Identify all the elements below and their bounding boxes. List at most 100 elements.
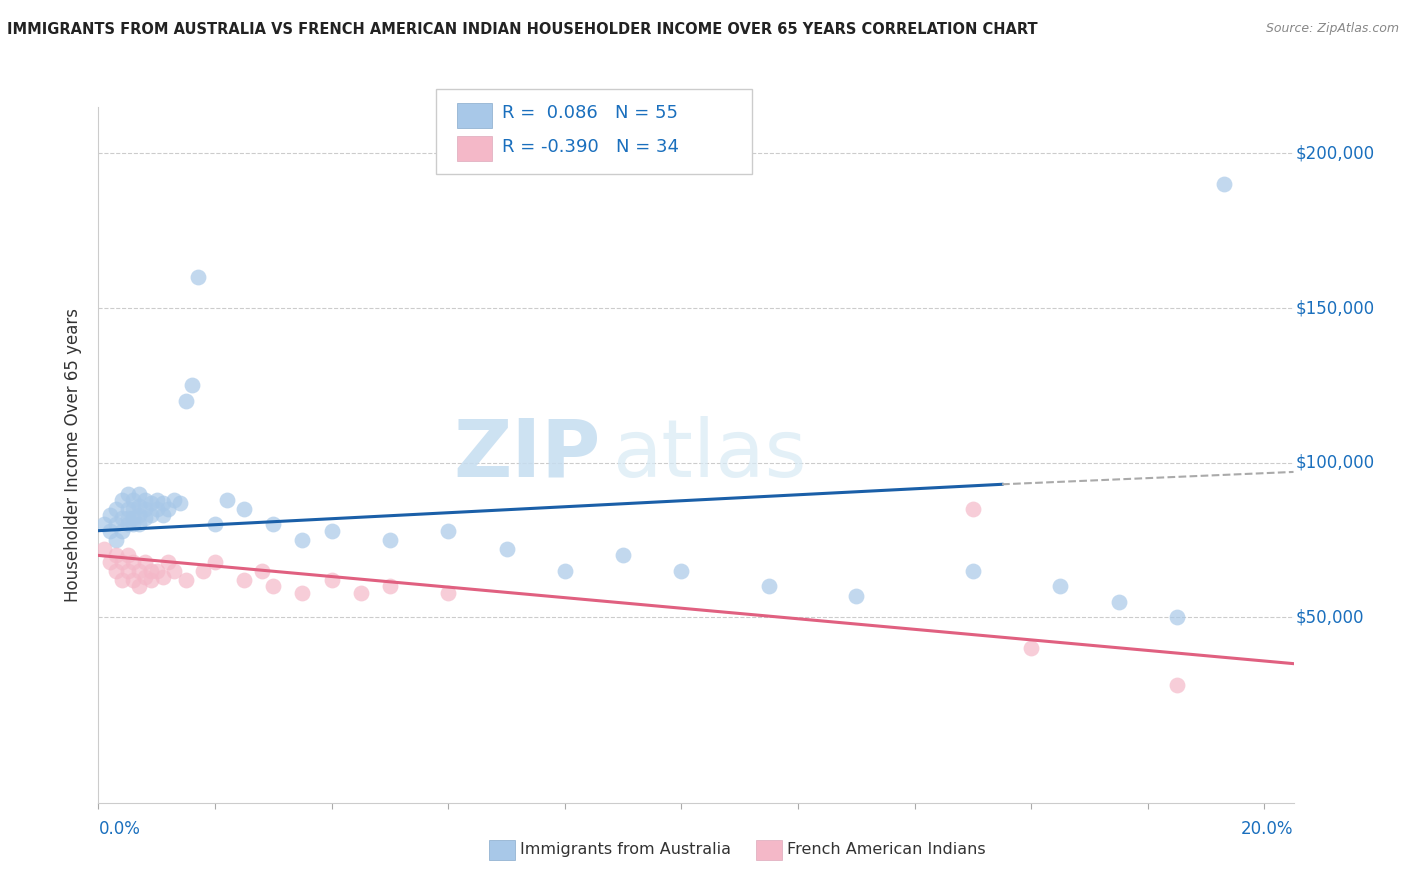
Point: [152, 508, 174, 523]
Text: IMMIGRANTS FROM AUSTRALIA VS FRENCH AMERICAN INDIAN HOUSEHOLDER INCOME OVER 65 Y: IMMIGRANTS FROM AUSTRALIA VS FRENCH AMER…: [7, 22, 1038, 37]
Point: [174, 393, 197, 408]
Point: [262, 517, 284, 532]
Point: [111, 573, 134, 587]
Point: [291, 533, 314, 547]
Point: [139, 508, 162, 523]
Point: [139, 496, 162, 510]
Point: [495, 542, 517, 557]
Point: [111, 555, 134, 569]
Point: [93, 517, 115, 532]
Point: [962, 502, 984, 516]
Point: [350, 585, 373, 599]
Text: $50,000: $50,000: [1296, 608, 1364, 626]
Point: [128, 579, 150, 593]
Point: [291, 585, 314, 599]
Point: [174, 573, 197, 587]
Point: [104, 533, 127, 547]
Point: [98, 508, 121, 523]
Point: [122, 502, 145, 516]
Point: [758, 579, 780, 593]
Point: [152, 570, 174, 584]
Text: 0.0%: 0.0%: [98, 820, 141, 838]
Point: [134, 502, 156, 516]
Point: [157, 502, 180, 516]
Text: French American Indians: French American Indians: [787, 842, 986, 856]
Point: [157, 555, 180, 569]
Point: [139, 564, 162, 578]
Point: [321, 524, 343, 538]
Text: $200,000: $200,000: [1296, 145, 1375, 162]
Point: [117, 486, 139, 500]
Point: [845, 589, 868, 603]
Point: [122, 517, 145, 532]
Point: [128, 499, 150, 513]
Point: [321, 573, 343, 587]
Point: [122, 573, 145, 587]
Point: [128, 508, 150, 523]
Point: [117, 502, 139, 516]
Point: [233, 573, 256, 587]
Point: [554, 564, 576, 578]
Point: [1108, 595, 1130, 609]
Text: R =  0.086   N = 55: R = 0.086 N = 55: [502, 104, 678, 122]
Point: [122, 511, 145, 525]
Point: [145, 502, 167, 516]
Point: [262, 579, 284, 593]
Point: [163, 492, 186, 507]
Point: [128, 517, 150, 532]
Point: [671, 564, 693, 578]
Point: [1019, 641, 1042, 656]
Point: [163, 564, 186, 578]
Point: [98, 524, 121, 538]
Point: [378, 579, 401, 593]
Point: [134, 570, 156, 584]
Point: [204, 517, 226, 532]
Point: [134, 492, 156, 507]
Text: Source: ZipAtlas.com: Source: ZipAtlas.com: [1265, 22, 1399, 36]
Point: [250, 564, 273, 578]
Point: [215, 492, 238, 507]
Point: [128, 564, 150, 578]
Point: [1049, 579, 1071, 593]
Point: [134, 511, 156, 525]
Point: [134, 555, 156, 569]
Point: [169, 496, 191, 510]
Point: [117, 511, 139, 525]
Point: [233, 502, 256, 516]
Point: [612, 549, 634, 563]
Point: [437, 524, 460, 538]
Point: [145, 564, 167, 578]
Text: $100,000: $100,000: [1296, 454, 1375, 472]
Point: [128, 486, 150, 500]
Y-axis label: Householder Income Over 65 years: Householder Income Over 65 years: [65, 308, 83, 602]
Point: [117, 564, 139, 578]
Text: $150,000: $150,000: [1296, 299, 1375, 317]
Point: [1166, 610, 1188, 624]
Point: [104, 502, 127, 516]
Point: [104, 564, 127, 578]
Point: [98, 555, 121, 569]
Point: [111, 524, 134, 538]
Point: [111, 492, 134, 507]
Point: [122, 492, 145, 507]
Text: R = -0.390   N = 34: R = -0.390 N = 34: [502, 138, 679, 156]
Point: [117, 549, 139, 563]
Point: [111, 511, 134, 525]
Point: [193, 564, 215, 578]
Point: [104, 517, 127, 532]
Point: [1212, 178, 1234, 192]
Text: atlas: atlas: [612, 416, 807, 494]
Point: [104, 549, 127, 563]
Point: [117, 517, 139, 532]
Point: [437, 585, 460, 599]
Point: [139, 573, 162, 587]
Point: [378, 533, 401, 547]
Point: [93, 542, 115, 557]
Point: [1166, 678, 1188, 692]
Point: [145, 492, 167, 507]
Point: [180, 378, 202, 392]
Text: 20.0%: 20.0%: [1241, 820, 1294, 838]
Point: [962, 564, 984, 578]
Text: Immigrants from Australia: Immigrants from Australia: [520, 842, 731, 856]
Point: [152, 496, 174, 510]
